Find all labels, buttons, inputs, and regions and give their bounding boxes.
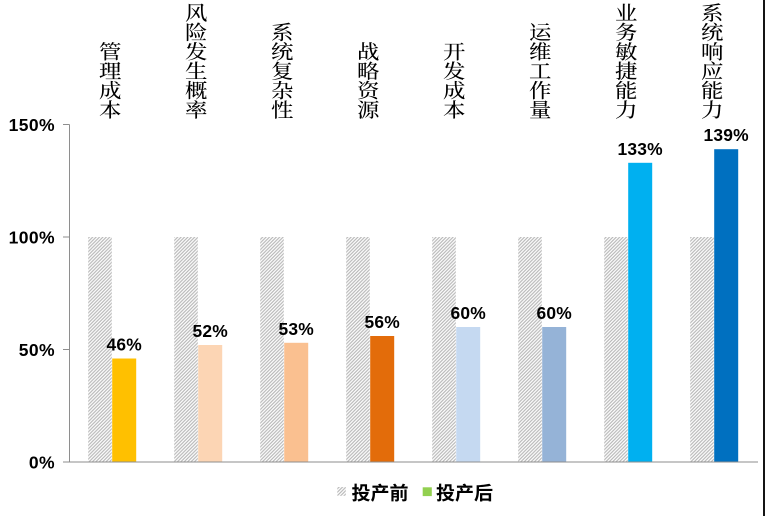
svg-text:50%: 50% bbox=[19, 340, 55, 360]
svg-text:139%: 139% bbox=[704, 125, 749, 145]
svg-text:46%: 46% bbox=[106, 335, 141, 355]
svg-text:52%: 52% bbox=[192, 321, 227, 341]
svg-text:100%: 100% bbox=[9, 228, 55, 248]
svg-text:133%: 133% bbox=[618, 139, 663, 159]
svg-text:0%: 0% bbox=[29, 453, 55, 473]
svg-text:60%: 60% bbox=[536, 303, 571, 323]
svg-text:56%: 56% bbox=[364, 312, 399, 332]
svg-text:60%: 60% bbox=[450, 303, 485, 323]
svg-text:150%: 150% bbox=[9, 115, 55, 135]
svg-text:53%: 53% bbox=[278, 319, 313, 339]
